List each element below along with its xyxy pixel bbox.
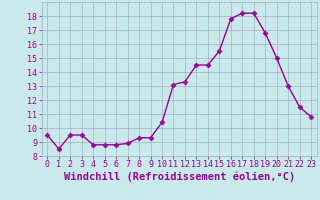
X-axis label: Windchill (Refroidissement éolien,°C): Windchill (Refroidissement éolien,°C) [64,172,295,182]
